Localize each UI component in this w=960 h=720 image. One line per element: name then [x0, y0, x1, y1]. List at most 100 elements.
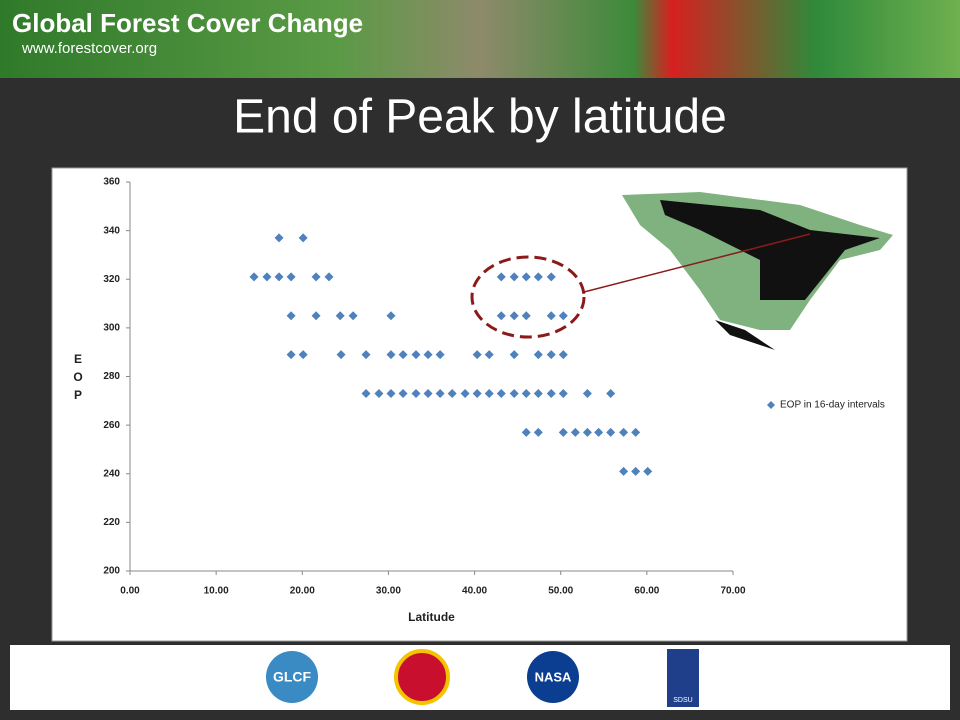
point	[558, 389, 568, 399]
point	[619, 466, 629, 476]
point	[298, 233, 308, 243]
point	[286, 272, 296, 282]
point	[311, 311, 321, 321]
point	[631, 466, 641, 476]
point	[484, 389, 494, 399]
point	[249, 272, 259, 282]
x-tick-label: 50.00	[548, 586, 573, 597]
point	[423, 350, 433, 360]
point	[361, 350, 371, 360]
x-tick-label: 0.00	[120, 586, 140, 597]
point	[521, 389, 531, 399]
point	[398, 389, 408, 399]
point	[594, 427, 604, 437]
x-tick-label: 10.00	[204, 586, 229, 597]
banner-title: Global Forest Cover Change	[12, 8, 363, 38]
point	[386, 389, 396, 399]
point	[336, 350, 346, 360]
logo-text: GLCF	[273, 669, 312, 685]
y-tick-label: 280	[103, 371, 120, 382]
point	[521, 427, 531, 437]
point	[398, 350, 408, 360]
banner-url: www.forestcover.org	[21, 40, 157, 57]
point	[423, 389, 433, 399]
point	[411, 389, 421, 399]
point	[521, 311, 531, 321]
point	[374, 389, 384, 399]
point	[286, 350, 296, 360]
y-tick-label: 240	[103, 468, 120, 479]
logo-strip	[10, 645, 950, 710]
point	[460, 389, 470, 399]
point	[619, 427, 629, 437]
point	[533, 389, 543, 399]
point	[533, 350, 543, 360]
logo	[667, 649, 699, 707]
point	[558, 350, 568, 360]
x-tick-label: 20.00	[290, 586, 315, 597]
x-axis-label: Latitude	[408, 610, 455, 624]
point	[411, 350, 421, 360]
x-tick-label: 60.00	[634, 586, 659, 597]
point	[546, 311, 556, 321]
point	[484, 350, 494, 360]
slide-title: End of Peak by latitude	[233, 91, 727, 144]
point	[496, 389, 506, 399]
point	[435, 389, 445, 399]
point	[631, 427, 641, 437]
point	[546, 272, 556, 282]
point	[274, 233, 284, 243]
point	[533, 427, 543, 437]
point	[546, 389, 556, 399]
logo	[266, 651, 318, 703]
point	[582, 427, 592, 437]
logo	[394, 649, 450, 705]
point	[521, 272, 531, 282]
point	[509, 311, 519, 321]
point	[546, 350, 556, 360]
point	[558, 311, 568, 321]
point	[558, 427, 568, 437]
y-tick-label: 320	[103, 274, 120, 285]
point	[533, 272, 543, 282]
point	[274, 272, 284, 282]
map-land	[622, 192, 893, 330]
point	[496, 272, 506, 282]
point	[335, 311, 345, 321]
logo	[527, 651, 579, 703]
y-tick-label: 220	[103, 517, 120, 528]
point	[509, 272, 519, 282]
point	[286, 311, 296, 321]
y-tick-label: 340	[103, 225, 120, 236]
point	[447, 389, 457, 399]
point	[262, 272, 272, 282]
point	[311, 272, 321, 282]
point	[606, 427, 616, 437]
point	[643, 466, 653, 476]
y-tick-label: 360	[103, 177, 120, 188]
point	[386, 350, 396, 360]
y-tick-label: 200	[103, 566, 120, 577]
map-region	[660, 200, 880, 300]
point	[361, 389, 371, 399]
y-tick-label: 260	[103, 420, 120, 431]
highlight-ellipse	[470, 255, 586, 339]
x-tick-label: 30.00	[376, 586, 401, 597]
point	[348, 311, 358, 321]
logos: GLCF NASA SDSU	[266, 649, 699, 707]
banner	[0, 0, 960, 78]
point	[509, 350, 519, 360]
map-inset	[621, 192, 896, 352]
point	[386, 311, 396, 321]
point	[472, 350, 482, 360]
y-tick-label: 300	[103, 323, 120, 334]
logo-text: SDSU	[673, 697, 692, 704]
point	[606, 389, 616, 399]
legend-label: EOP in 16-day intervals	[780, 400, 885, 411]
point	[582, 389, 592, 399]
point	[324, 272, 334, 282]
logo-text: NASA	[535, 669, 572, 684]
point	[472, 389, 482, 399]
callout-line	[583, 233, 811, 293]
